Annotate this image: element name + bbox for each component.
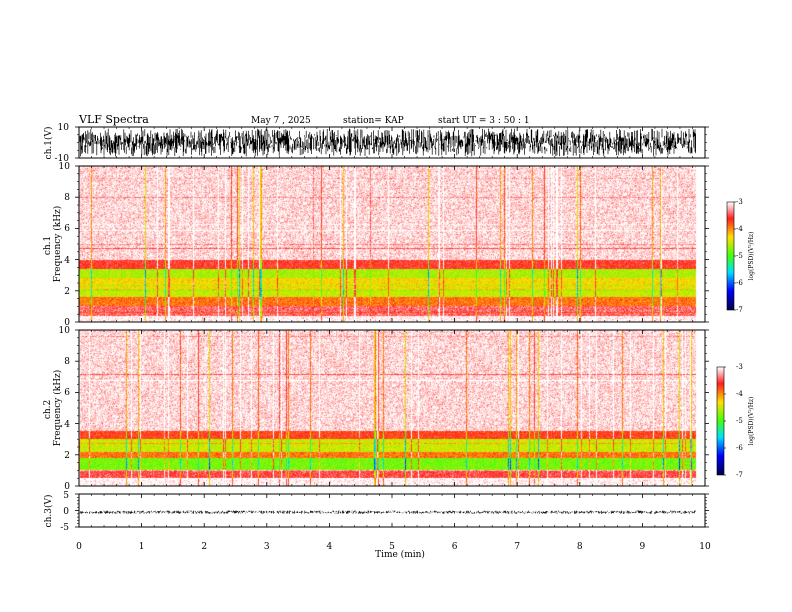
time-tick-8: 8 <box>577 542 583 552</box>
time-tick-4: 4 <box>327 542 333 552</box>
ch1-ylabel-line1: ch.1 <box>43 236 53 255</box>
ch2-ytick-2: 2 <box>64 451 70 461</box>
ch1-ytick-6: 6 <box>64 224 70 234</box>
ch1-colorbar-ticks <box>734 201 736 311</box>
ch1-cb-tick-m7: -7 <box>736 306 743 314</box>
ch2-ytick-6: 6 <box>64 388 70 398</box>
ch2-cb-tick-m3: -3 <box>736 363 743 371</box>
ch2-cb-tick-m7: -7 <box>736 471 743 479</box>
ch1-waveform-panel: 10 -10 ch.1(V) <box>43 123 709 164</box>
ch3-waveform-ticks <box>75 493 709 528</box>
time-tick-10: 10 <box>699 542 711 552</box>
time-tick-2: 2 <box>201 542 207 552</box>
ch2-colorbar-ticks <box>724 366 726 476</box>
ch3-ytick-5: 5 <box>63 491 69 501</box>
waveform-trace-path <box>79 128 696 157</box>
ch1-colorbar-label: log(PSD)(V²/Hz) <box>748 232 755 281</box>
ch1-spectrogram-image <box>79 166 705 322</box>
ch2-spectrogram-ylabel: ch.2 Frequency (kHz) <box>43 370 63 447</box>
ch2-spectrogram-panel: 10 8 6 4 2 0 ch.2 Frequency (kHz) <box>43 326 709 492</box>
ch3-ytick-m5: -5 <box>60 523 69 533</box>
ch1-waveform-trace <box>79 128 696 157</box>
ch3-waveform-ylabel: ch.3(V) <box>43 495 54 528</box>
time-axis-tick-labels: 0 1 2 3 4 5 6 7 8 9 10 <box>76 542 711 552</box>
ch1-waveform-frame <box>78 126 706 159</box>
waveform-trace-path <box>79 510 696 514</box>
ch2-cb-tick-m5: -5 <box>736 417 743 425</box>
ch1-ytick-8: 8 <box>64 193 70 203</box>
figure-title: VLF Spectra <box>78 113 149 126</box>
ch3-ytick-0: 0 <box>63 507 69 517</box>
ch2-ylabel-line2: Frequency (kHz) <box>52 370 63 447</box>
time-tick-9: 9 <box>640 542 646 552</box>
date-label: May 7 , 2025 <box>251 116 311 126</box>
ch2-ytick-4: 4 <box>64 420 70 430</box>
ch1-cb-tick-m4: -4 <box>736 225 743 233</box>
ch1-ytick-2: 2 <box>64 287 70 297</box>
ch1-ylabel-line2: Frequency (kHz) <box>52 206 63 283</box>
time-axis-label: Time (min) <box>375 549 425 560</box>
ch1-cb-tick-m5: -5 <box>736 252 743 260</box>
ch2-colorbar: -3 -4 -5 -6 -7 log(PSD)(V²/Hz) <box>716 363 755 479</box>
time-tick-1: 1 <box>139 542 145 552</box>
ch2-ytick-10: 10 <box>59 326 71 336</box>
ch1-cb-tick-m6: -6 <box>736 279 743 287</box>
ch1-colorbar-image <box>727 202 734 310</box>
ch3-waveform-panel: 5 0 -5 ch.3(V) 0 1 2 3 4 5 6 7 8 9 10 Time (min) <box>43 491 711 560</box>
ch1-spectrogram-panel: 10 8 6 4 2 0 ch.1 Frequency (kHz) <box>43 162 709 328</box>
ch1-spectrogram-ylabel: ch.1 Frequency (kHz) <box>43 206 63 283</box>
ch2-colorbar-image <box>717 367 724 475</box>
ch2-colorbar-label: log(PSD)(V²/Hz) <box>748 397 755 446</box>
ch1-ytick-0: 0 <box>64 318 70 328</box>
ch2-ytick-8: 8 <box>64 357 70 367</box>
ch1-cb-tick-m3: -3 <box>736 198 743 206</box>
ch2-ylabel-line1: ch.2 <box>43 400 53 419</box>
time-tick-3: 3 <box>264 542 270 552</box>
time-tick-0: 0 <box>76 542 82 552</box>
time-tick-7: 7 <box>514 542 520 552</box>
ch2-cb-tick-m4: -4 <box>736 390 743 398</box>
ch3-waveform-frame <box>78 493 706 528</box>
ch1-waveform-ylabel: ch.1(V) <box>43 127 54 160</box>
ch2-ytick-0: 0 <box>64 482 70 492</box>
ch2-spectrogram-frame <box>78 329 706 487</box>
time-tick-6: 6 <box>452 542 458 552</box>
ch2-spectrogram-image <box>79 330 705 486</box>
ch1-ytick-10: 10 <box>59 162 71 172</box>
station-label: station= KAP <box>343 116 404 126</box>
ch1-ytick-4: 4 <box>64 256 70 266</box>
ch1-spectrogram-frame <box>78 165 706 323</box>
ch1-ytick-bottom: -10 <box>55 154 70 164</box>
ch2-cb-tick-m6: -6 <box>736 444 743 452</box>
ch3-waveform-trace <box>79 510 696 514</box>
ch1-colorbar: -3 -4 -5 -6 -7 log(PSD)(V²/Hz) <box>726 198 755 314</box>
time-tick-5: 5 <box>389 542 395 552</box>
start-time-label: start UT = 3 : 50 : 1 <box>438 116 530 126</box>
ch1-waveform-ticks <box>75 126 709 159</box>
ch1-ytick-top: 10 <box>58 123 70 133</box>
